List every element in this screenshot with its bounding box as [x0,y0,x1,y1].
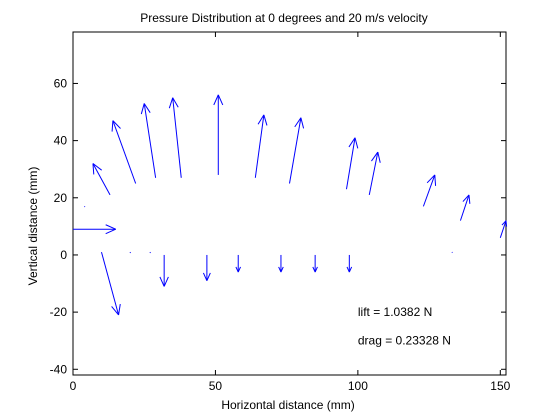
vector-arrow [459,194,471,221]
annotation-text: drag = 0.23328 N [358,334,451,348]
vector-arrow [278,254,284,273]
vector-arrow [213,94,224,175]
y-tick-label: 60 [54,76,68,90]
vector-arrow [101,251,121,316]
vector-arrow [168,97,182,178]
y-axis-label: Vertical distance (mm) [26,167,40,286]
vector-arrow [499,220,508,238]
y-tick-label: 0 [60,248,67,262]
vector-arrow [92,163,111,196]
vector-arrow [84,206,86,208]
vector-arrow [140,103,157,178]
plot-frame [72,31,507,376]
y-tick-label: -40 [50,362,68,376]
y-tick-label: -20 [50,305,68,319]
annotations: lift = 1.0382 N drag = 0.23328 N [358,305,451,348]
vector-arrow [289,117,305,184]
vector-arrow [422,174,437,207]
vector-arrow [202,254,211,281]
y-axis-ticks: -40 -20 0 20 40 60 [50,76,506,376]
vector-arrow [451,251,453,254]
x-axis-ticks: 0 50 100 150 [70,32,511,393]
y-tick-label: 20 [54,191,68,205]
y-tick-label: 40 [54,134,68,148]
vector-arrow [111,120,137,184]
x-tick-label: 0 [70,379,77,393]
vector-arrow [129,251,131,254]
vector-field [73,94,508,316]
vector-arrow [254,114,268,178]
vector-arrow [346,254,353,273]
vector-arrow [235,254,241,273]
x-tick-label: 50 [209,379,223,393]
x-axis-label: Horizontal distance (mm) [221,398,354,412]
vector-arrow [149,251,151,254]
annotation-text: lift = 1.0382 N [358,305,432,319]
x-tick-label: 100 [348,379,368,393]
vector-arrow [345,137,359,190]
vector-arrow [73,224,116,235]
x-tick-label: 150 [490,379,510,393]
chart-title: Pressure Distribution at 0 degrees and 2… [140,11,427,25]
vector-arrow [159,254,169,287]
vector-arrow [312,254,318,273]
vector-arrow [368,151,381,196]
